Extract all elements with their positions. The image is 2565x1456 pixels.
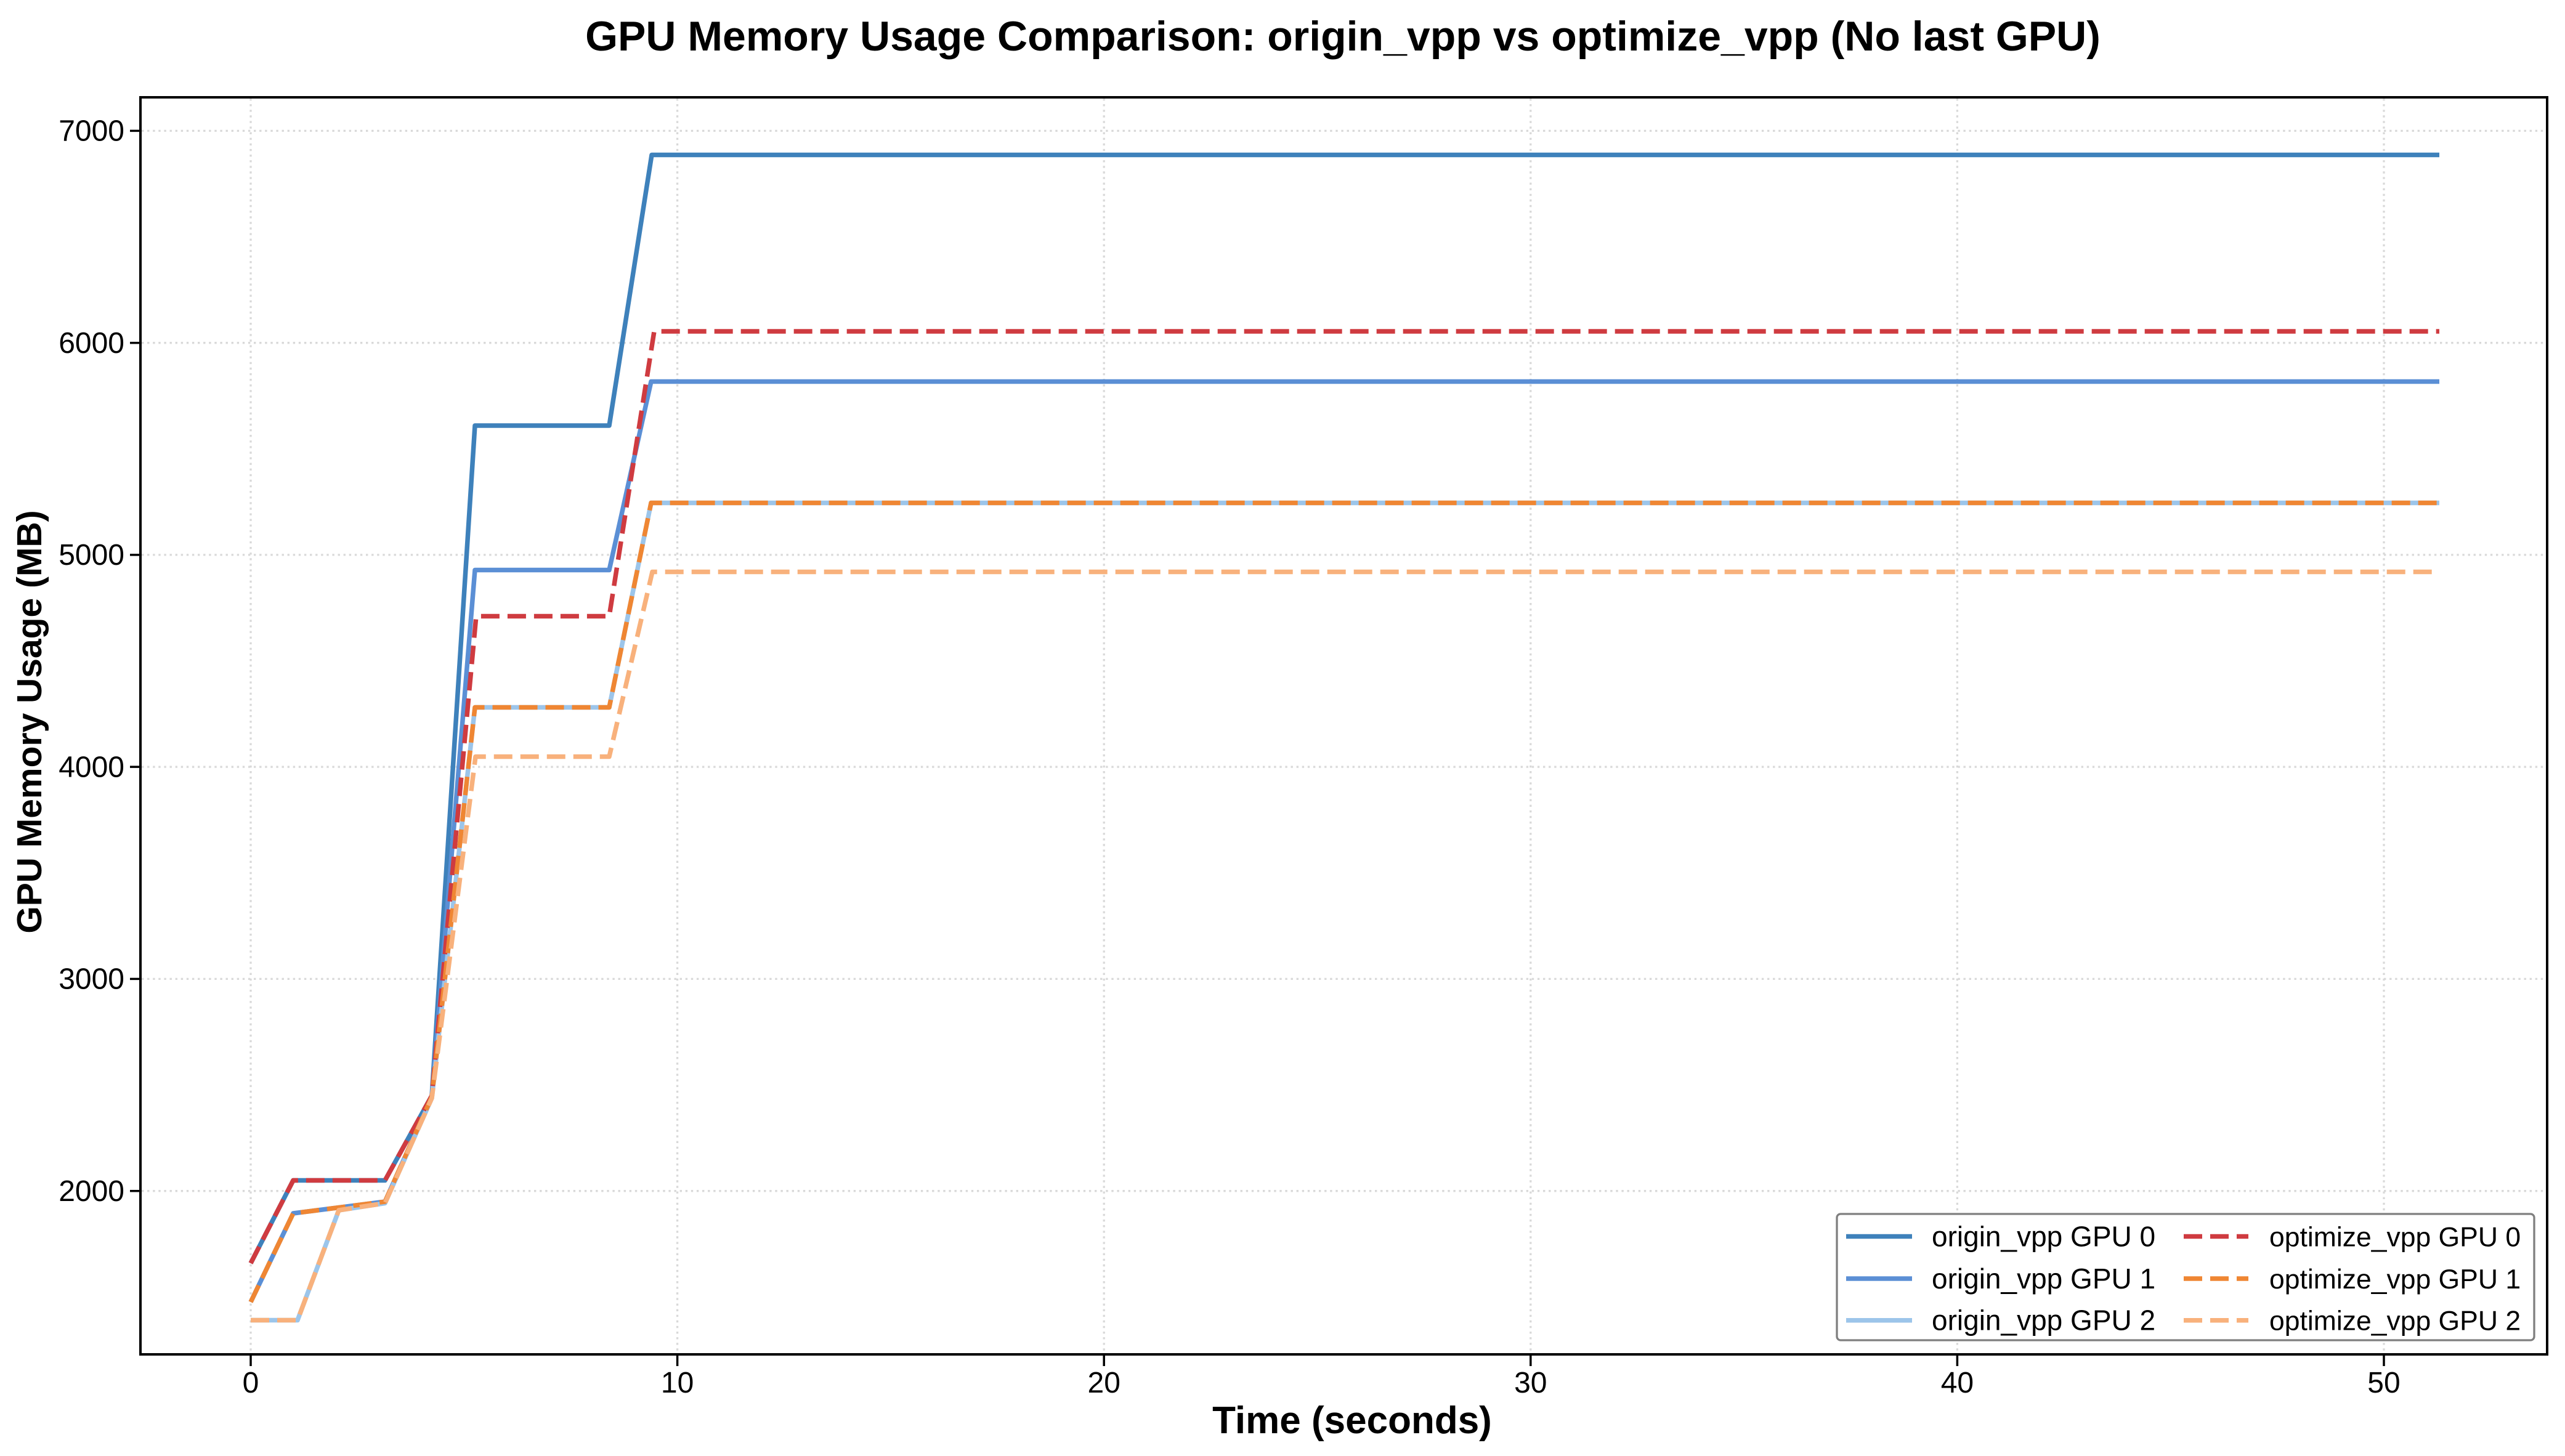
- svg-text:Time (seconds): Time (seconds): [1212, 1399, 1492, 1442]
- svg-text:30: 30: [1514, 1367, 1547, 1399]
- svg-text:50: 50: [2367, 1367, 2400, 1399]
- svg-text:GPU Memory Usage (MB): GPU Memory Usage (MB): [10, 510, 49, 933]
- svg-text:optimize_vpp GPU 1: optimize_vpp GPU 1: [2269, 1264, 2521, 1295]
- svg-text:5000: 5000: [59, 539, 124, 572]
- svg-text:2000: 2000: [59, 1175, 124, 1208]
- svg-text:4000: 4000: [59, 751, 124, 783]
- svg-text:7000: 7000: [59, 115, 124, 148]
- svg-text:3000: 3000: [59, 963, 124, 996]
- svg-text:origin_vpp GPU 0: origin_vpp GPU 0: [1932, 1221, 2155, 1253]
- svg-text:40: 40: [1941, 1367, 1974, 1399]
- svg-text:6000: 6000: [59, 327, 124, 360]
- svg-text:20: 20: [1088, 1367, 1120, 1399]
- svg-text:optimize_vpp GPU 0: optimize_vpp GPU 0: [2269, 1223, 2521, 1253]
- svg-text:optimize_vpp GPU 2: optimize_vpp GPU 2: [2269, 1306, 2521, 1337]
- svg-text:10: 10: [661, 1367, 694, 1399]
- svg-text:origin_vpp GPU 1: origin_vpp GPU 1: [1932, 1263, 2155, 1295]
- svg-text:GPU Memory Usage Comparison: o: GPU Memory Usage Comparison: origin_vpp …: [585, 13, 2101, 60]
- svg-text:0: 0: [243, 1367, 259, 1399]
- svg-text:origin_vpp GPU 2: origin_vpp GPU 2: [1932, 1304, 2155, 1337]
